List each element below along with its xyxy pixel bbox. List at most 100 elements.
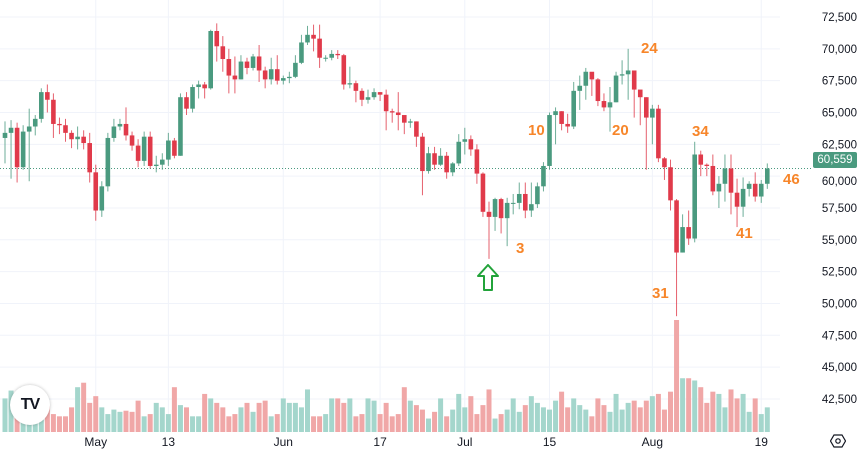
volume-bar bbox=[262, 400, 268, 432]
candle-body bbox=[650, 108, 655, 118]
volume-bar bbox=[305, 389, 310, 432]
price-axis[interactable]: 72,500 70,000 67,500 65,000 62,500 60,000 57,5… bbox=[822, 12, 857, 406]
annotation-label: 10 bbox=[528, 122, 545, 139]
volume-bar bbox=[649, 396, 655, 432]
candle-body bbox=[329, 53, 334, 58]
volume-bar bbox=[571, 398, 577, 432]
candle-body bbox=[595, 79, 601, 102]
volume-bar bbox=[50, 414, 56, 432]
candle-body bbox=[746, 183, 752, 189]
volume-bar bbox=[353, 416, 359, 432]
candle-body bbox=[722, 168, 728, 184]
candle-body bbox=[698, 154, 704, 165]
volume-bar bbox=[540, 407, 546, 432]
candle-body bbox=[571, 90, 576, 127]
candle-body bbox=[147, 136, 153, 166]
volume-bar bbox=[365, 398, 371, 432]
candle-body bbox=[20, 131, 26, 168]
candle-body bbox=[341, 55, 347, 85]
volume-bar bbox=[492, 418, 498, 432]
volume-bar bbox=[232, 414, 238, 432]
y-tick-label: 62,500 bbox=[822, 139, 857, 151]
volume-bar bbox=[595, 398, 601, 432]
logo-text: TV bbox=[20, 396, 40, 413]
candle-body bbox=[238, 61, 244, 80]
candle-body bbox=[716, 183, 722, 192]
candle-body bbox=[613, 75, 619, 103]
volume-bar bbox=[141, 416, 147, 432]
candle-body bbox=[619, 74, 625, 76]
candle-body bbox=[674, 200, 679, 253]
x-tick-label: May bbox=[84, 435, 107, 449]
volume-bar bbox=[468, 396, 474, 432]
candle-body bbox=[57, 123, 62, 126]
volume-bar bbox=[661, 409, 667, 432]
candle-body bbox=[129, 135, 135, 146]
volume-bar bbox=[504, 409, 510, 432]
candle-body bbox=[377, 92, 383, 95]
candle-body bbox=[220, 46, 226, 60]
settings-icon[interactable] bbox=[830, 434, 846, 448]
x-tick-label: Jun bbox=[274, 435, 293, 449]
tradingview-logo[interactable]: TV bbox=[10, 385, 50, 425]
candle-body bbox=[510, 202, 516, 204]
candle-body bbox=[656, 108, 661, 159]
volume-bar bbox=[123, 410, 129, 432]
candle-body bbox=[281, 78, 286, 81]
y-tick-label: 45,000 bbox=[822, 362, 857, 374]
candle-body bbox=[438, 155, 443, 165]
y-tick-label: 70,000 bbox=[822, 44, 857, 56]
volume-bar bbox=[637, 407, 643, 432]
volume-bar bbox=[286, 402, 292, 432]
candle-body bbox=[87, 143, 92, 173]
candle-body bbox=[752, 183, 758, 197]
candle-body bbox=[226, 59, 232, 76]
y-tick-label: 57,500 bbox=[822, 203, 857, 215]
volume-bar bbox=[643, 400, 649, 432]
volume-bar bbox=[559, 391, 565, 432]
volume-bar bbox=[674, 320, 680, 432]
candle-body bbox=[456, 141, 462, 164]
candle-body bbox=[75, 136, 80, 140]
volume-bar bbox=[298, 407, 304, 432]
candle-body bbox=[547, 115, 552, 166]
x-tick-label: 17 bbox=[373, 435, 387, 449]
candle-body bbox=[765, 168, 770, 184]
candle-body bbox=[371, 92, 377, 98]
x-tick-label: Aug bbox=[642, 435, 663, 449]
candle-body bbox=[662, 158, 667, 168]
volume-bar bbox=[426, 418, 431, 432]
candle-body bbox=[474, 149, 480, 174]
candle-body bbox=[323, 57, 328, 59]
volume-bar bbox=[389, 416, 395, 432]
candle-body bbox=[504, 202, 510, 219]
candle-body bbox=[311, 34, 316, 39]
candle-body bbox=[32, 118, 38, 127]
candle-body bbox=[141, 136, 147, 161]
candle-body bbox=[135, 145, 141, 161]
volume-bar bbox=[607, 411, 613, 432]
candle-body bbox=[45, 92, 50, 100]
y-tick-label: 67,500 bbox=[822, 76, 857, 88]
volume-bar bbox=[117, 411, 123, 432]
volume-bar bbox=[202, 393, 208, 432]
volume-bar bbox=[250, 411, 256, 432]
y-tick-label: 65,000 bbox=[822, 107, 857, 119]
candle-body bbox=[444, 155, 449, 173]
volume-bar bbox=[462, 407, 468, 432]
volume-bar bbox=[444, 416, 450, 432]
volume-bar bbox=[244, 402, 250, 432]
volume-bar bbox=[692, 380, 698, 432]
volume-bar bbox=[534, 402, 540, 432]
volume-bar bbox=[625, 402, 631, 432]
candle-body bbox=[287, 76, 292, 79]
volume-bar bbox=[292, 402, 298, 432]
volume-bar bbox=[758, 414, 764, 432]
y-tick-label: 47,500 bbox=[822, 330, 857, 342]
time-axis[interactable]: May 13 Jun 17 Jul 15 Aug 19 bbox=[84, 435, 768, 449]
volume-bar bbox=[190, 416, 196, 432]
candle-body bbox=[559, 111, 564, 124]
candle-body bbox=[244, 61, 250, 68]
volume-bar bbox=[589, 416, 595, 432]
